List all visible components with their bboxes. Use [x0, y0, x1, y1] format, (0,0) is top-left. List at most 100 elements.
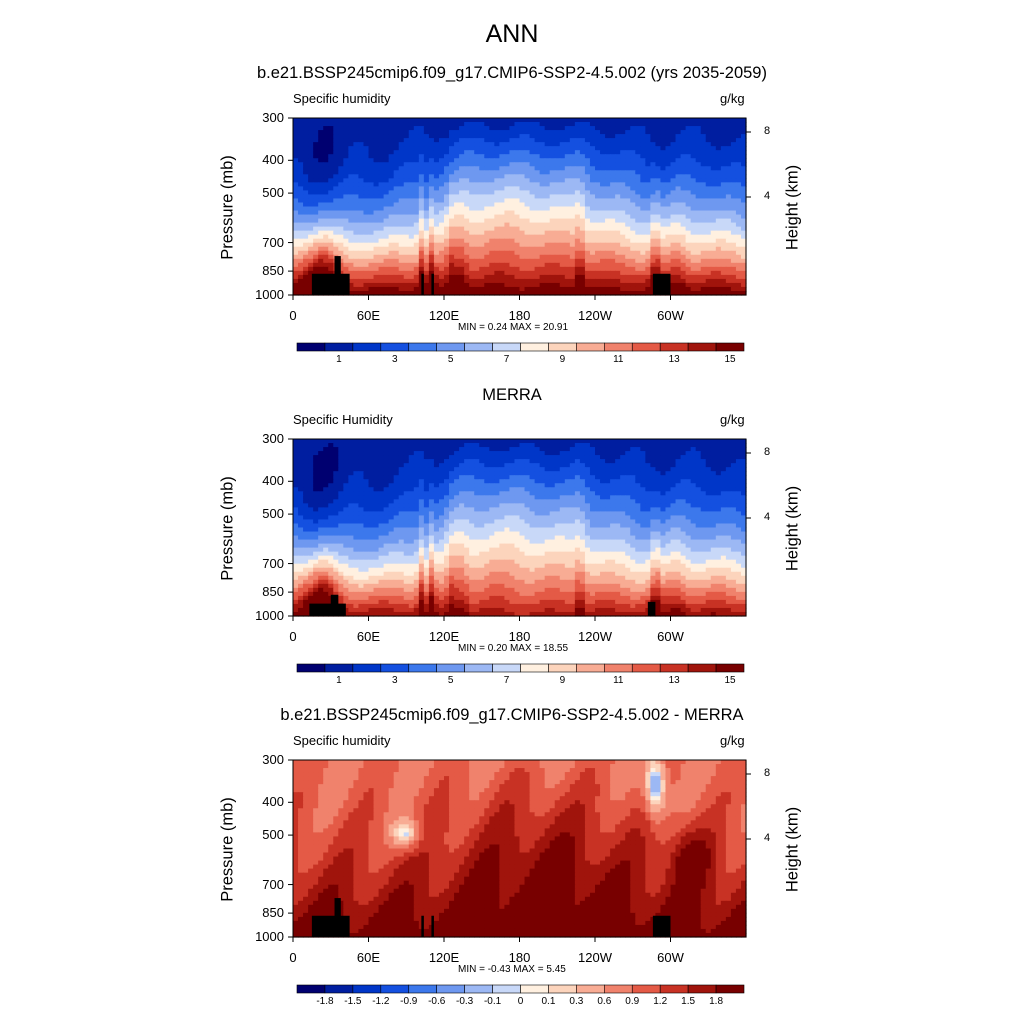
field-cell: [635, 467, 641, 472]
field-cell: [660, 455, 667, 460]
field-cell: [388, 266, 395, 272]
field-cell: [438, 146, 445, 151]
field-cell: [690, 130, 697, 135]
field-cell: [579, 278, 586, 284]
field-cell: [333, 471, 339, 476]
field-cell: [444, 274, 450, 280]
field-cell: [665, 214, 672, 220]
field-cell: [474, 242, 480, 248]
field-cell: [433, 214, 440, 220]
field-cell: [363, 190, 370, 196]
field-cell: [484, 146, 490, 151]
field-cell: [433, 479, 440, 484]
field-cell: [720, 455, 727, 460]
field-cell: [403, 471, 410, 476]
field-cell: [413, 246, 420, 252]
field-cell: [635, 158, 641, 163]
field-cell: [569, 182, 576, 187]
field-cell: [650, 166, 656, 171]
field-cell: [715, 162, 722, 167]
field-cell: [539, 475, 546, 480]
field-cell: [373, 194, 380, 200]
field-cell: [710, 274, 717, 280]
field-cell: [710, 246, 717, 252]
field-cell: [539, 250, 546, 256]
field-cell: [499, 234, 505, 240]
field-cell: [675, 142, 682, 147]
field-cell: [660, 471, 667, 476]
field-cell: [690, 150, 697, 155]
field-cell: [690, 242, 697, 248]
field-cell: [499, 242, 505, 248]
field-cell: [348, 479, 354, 484]
field-cell: [449, 262, 455, 268]
field-cell: [539, 150, 546, 155]
field-cell: [469, 150, 475, 155]
field-cell: [615, 459, 621, 464]
field-cell: [720, 202, 727, 208]
field-cell: [474, 443, 480, 448]
field-cell: [418, 118, 425, 123]
field-cell: [610, 226, 616, 232]
field-cell: [524, 142, 531, 147]
field-cell: [534, 471, 541, 476]
field-cell: [589, 471, 596, 476]
field-cell: [413, 471, 420, 476]
field-cell: [408, 439, 415, 444]
field-cell: [595, 230, 601, 236]
field-cell: [569, 150, 576, 155]
field-cell: [589, 230, 596, 236]
field-cell: [715, 170, 722, 175]
field-cell: [625, 186, 631, 192]
field-cell: [514, 210, 521, 216]
field-cell: [408, 142, 415, 147]
field-cell: [675, 226, 682, 232]
field-cell: [303, 194, 309, 200]
field-cell: [710, 182, 717, 187]
field-cell: [423, 122, 430, 127]
field-cell: [735, 290, 742, 296]
field-cell: [509, 447, 516, 452]
field-cell: [735, 439, 742, 444]
field-cell: [454, 467, 460, 472]
field-cell: [720, 443, 727, 448]
field-cell: [428, 150, 435, 155]
field-cell: [489, 222, 495, 228]
field-cell: [740, 230, 747, 236]
field-cell: [519, 278, 526, 284]
field-cell: [403, 270, 410, 276]
field-cell: [383, 222, 390, 228]
field-cell: [524, 286, 531, 292]
field-cell: [328, 439, 334, 444]
field-cell: [645, 186, 651, 192]
field-cell: [710, 210, 717, 216]
field-cell: [484, 206, 490, 212]
field-cell: [449, 467, 455, 472]
field-cell: [735, 463, 742, 468]
field-cell: [600, 138, 606, 143]
field-cell: [423, 174, 430, 179]
field-cell: [303, 479, 309, 484]
field-cell: [423, 266, 430, 272]
field-cell: [554, 190, 561, 196]
field-cell: [539, 218, 546, 224]
field-cell: [569, 266, 576, 272]
field-cell: [328, 134, 334, 139]
field-cell: [544, 166, 551, 171]
field-cell: [509, 222, 516, 228]
field-cell: [293, 118, 299, 123]
field-cell: [328, 214, 334, 220]
field-cell: [645, 162, 651, 167]
field-cell: [368, 146, 375, 151]
field-cell: [685, 475, 692, 480]
field-cell: [333, 451, 339, 456]
field-cell: [293, 138, 299, 143]
field-cell: [725, 254, 732, 260]
field-cell: [534, 198, 541, 204]
field-cell: [524, 130, 531, 135]
field-cell: [529, 138, 536, 143]
field-cell: [378, 186, 385, 192]
field-cell: [469, 162, 475, 167]
field-cell: [333, 234, 339, 240]
